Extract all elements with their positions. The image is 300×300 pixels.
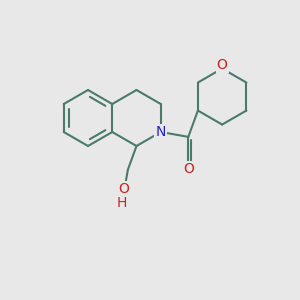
Text: N: N — [156, 125, 166, 139]
Text: O: O — [118, 182, 129, 196]
Text: O: O — [217, 58, 228, 72]
Text: H: H — [117, 196, 127, 210]
Text: O: O — [183, 162, 194, 176]
